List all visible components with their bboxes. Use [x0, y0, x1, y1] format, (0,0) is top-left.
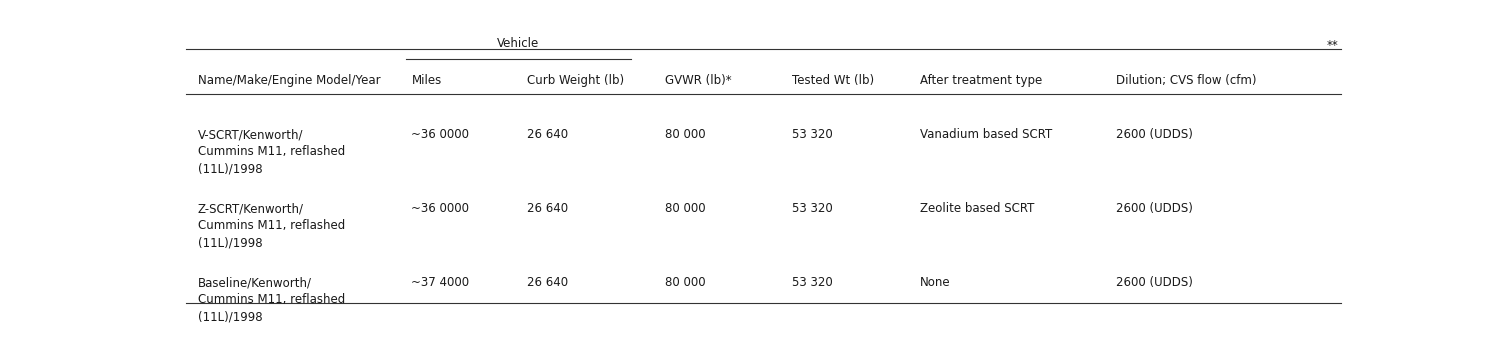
Text: 53 320: 53 320: [793, 276, 833, 289]
Text: ~37 4000: ~37 4000: [411, 276, 469, 289]
Text: Baseline/Kenworth/
Cummins M11, reflashed
(11L)/1998: Baseline/Kenworth/ Cummins M11, reflashe…: [198, 276, 346, 323]
Text: 26 640: 26 640: [527, 276, 568, 289]
Text: 2600 (UDDS): 2600 (UDDS): [1116, 128, 1192, 141]
Text: Vehicle: Vehicle: [498, 37, 539, 50]
Text: GVWR (lb)*: GVWR (lb)*: [666, 74, 732, 87]
Text: Zeolite based SCRT: Zeolite based SCRT: [919, 202, 1034, 215]
Text: V-SCRT/Kenworth/
Cummins M11, reflashed
(11L)/1998: V-SCRT/Kenworth/ Cummins M11, reflashed …: [198, 128, 346, 175]
Text: 26 640: 26 640: [527, 202, 568, 215]
Text: 2600 (UDDS): 2600 (UDDS): [1116, 202, 1192, 215]
Text: 80 000: 80 000: [666, 128, 706, 141]
Text: 2600 (UDDS): 2600 (UDDS): [1116, 276, 1192, 289]
Text: 26 640: 26 640: [527, 128, 568, 141]
Text: Curb Weight (lb): Curb Weight (lb): [527, 74, 624, 87]
Text: Dilution; CVS flow (cfm): Dilution; CVS flow (cfm): [1116, 74, 1256, 87]
Text: Name/Make/Engine Model/Year: Name/Make/Engine Model/Year: [198, 74, 380, 87]
Text: Miles: Miles: [411, 74, 441, 87]
Text: Vanadium based SCRT: Vanadium based SCRT: [919, 128, 1052, 141]
Text: ~36 0000: ~36 0000: [411, 202, 469, 215]
Text: After treatment type: After treatment type: [919, 74, 1042, 87]
Text: Z-SCRT/Kenworth/
Cummins M11, reflashed
(11L)/1998: Z-SCRT/Kenworth/ Cummins M11, reflashed …: [198, 202, 346, 249]
Text: ~36 0000: ~36 0000: [411, 128, 469, 141]
Text: **: **: [1328, 39, 1338, 52]
Text: 53 320: 53 320: [793, 128, 833, 141]
Text: 80 000: 80 000: [666, 276, 706, 289]
Text: Tested Wt (lb): Tested Wt (lb): [793, 74, 875, 87]
Text: 80 000: 80 000: [666, 202, 706, 215]
Text: 53 320: 53 320: [793, 202, 833, 215]
Text: None: None: [919, 276, 951, 289]
